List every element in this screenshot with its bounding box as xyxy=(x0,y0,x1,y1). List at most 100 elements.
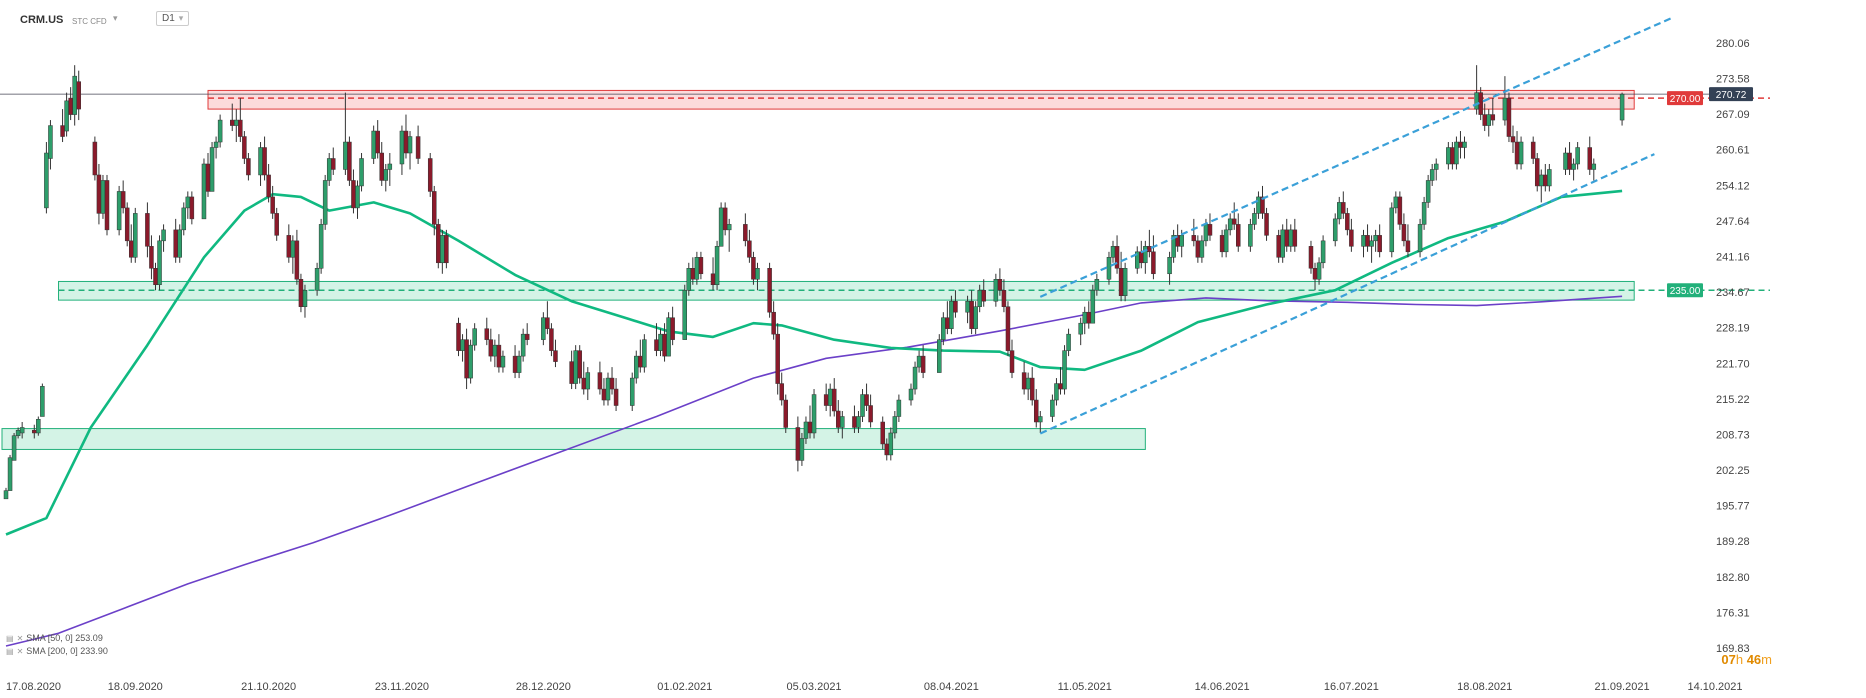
candle xyxy=(1227,218,1233,231)
candle xyxy=(36,418,41,434)
resistance-zone xyxy=(207,89,1635,110)
candle xyxy=(1474,92,1479,110)
candle xyxy=(1284,229,1289,247)
candle xyxy=(553,350,558,362)
settings-icon[interactable]: ▤ xyxy=(6,634,14,643)
timeframe-selector[interactable]: D1 ▾ xyxy=(156,11,190,26)
candle xyxy=(1001,289,1007,307)
x-tick-label: 17.08.2020 xyxy=(6,681,61,693)
legend-sma50[interactable]: ▤ ✕ SMA [50, 0] 253.09 xyxy=(6,633,103,643)
candle xyxy=(120,191,126,209)
candle xyxy=(1252,213,1257,225)
candle xyxy=(1405,240,1411,253)
candle xyxy=(238,119,243,137)
candle xyxy=(128,240,134,258)
candle xyxy=(1312,268,1318,280)
y-axis: 280.06 273.58 267.09 260.61 254.12 247.64 241.… xyxy=(1716,38,1750,655)
candle xyxy=(500,355,506,368)
candle xyxy=(294,240,300,280)
candle xyxy=(1199,240,1205,258)
candle xyxy=(1421,202,1427,225)
y-tick-label: 273.58 xyxy=(1716,73,1750,85)
candle xyxy=(799,438,805,461)
candle xyxy=(104,180,110,231)
legend-sma200[interactable]: ▤ ✕ SMA [200, 0] 233.90 xyxy=(6,646,108,656)
candle xyxy=(585,372,591,390)
y-tick-label: 208.73 xyxy=(1716,429,1750,441)
candle xyxy=(1389,207,1395,253)
sma200-line xyxy=(5,295,1623,647)
candle xyxy=(1179,235,1184,247)
y-tick-label: 280.06 xyxy=(1716,38,1750,50)
candle xyxy=(48,125,53,159)
candle xyxy=(399,130,405,165)
candle xyxy=(1292,229,1298,247)
candle xyxy=(1373,235,1378,242)
candle xyxy=(1086,311,1092,324)
candle xyxy=(403,130,409,154)
y-tick-label: 169.83 xyxy=(1716,643,1750,655)
candle xyxy=(953,300,958,313)
candle xyxy=(1361,235,1366,247)
candle xyxy=(464,339,469,379)
candle xyxy=(68,97,73,115)
candle xyxy=(1345,213,1350,231)
chevron-down-icon[interactable]: ▾ xyxy=(113,13,118,23)
candle xyxy=(868,405,873,423)
candle xyxy=(1090,289,1096,324)
candle xyxy=(997,279,1003,291)
candle xyxy=(577,350,582,379)
candle xyxy=(201,163,207,220)
candle xyxy=(1401,224,1407,242)
settings-icon[interactable]: ▤ xyxy=(6,647,14,656)
candle xyxy=(213,141,219,148)
sma50-line xyxy=(5,189,1623,536)
candle xyxy=(1316,262,1322,280)
candle xyxy=(642,339,647,368)
x-tick-label: 08.04.2021 xyxy=(924,681,979,693)
candle xyxy=(387,163,393,170)
chevron-down-icon: ▾ xyxy=(178,13,184,23)
candle xyxy=(771,311,776,335)
candle xyxy=(460,339,465,351)
candle xyxy=(795,427,801,461)
candle xyxy=(613,388,619,406)
candle xyxy=(1203,224,1209,242)
candle xyxy=(1223,229,1229,253)
candle xyxy=(1458,141,1463,148)
candle xyxy=(751,257,756,280)
candle xyxy=(1429,169,1435,181)
candle xyxy=(1320,240,1326,264)
y-tick-label: 234.67 xyxy=(1716,287,1750,299)
candle xyxy=(520,333,526,357)
candle xyxy=(1264,213,1269,236)
candle xyxy=(920,355,926,373)
legend-sma200-label: SMA [200, 0] 233.90 xyxy=(26,646,108,656)
close-icon[interactable]: ✕ xyxy=(16,647,24,656)
candle xyxy=(124,207,130,242)
candle xyxy=(1038,416,1043,423)
x-tick-label: 21.10.2020 xyxy=(241,681,296,693)
symbol-label[interactable]: CRM.US xyxy=(20,14,64,26)
candle xyxy=(302,289,308,307)
candle xyxy=(1231,218,1237,225)
candle xyxy=(326,158,332,181)
candle xyxy=(941,317,946,340)
candle xyxy=(149,246,154,269)
x-tick-label: 11.05.2021 xyxy=(1058,681,1112,693)
candle xyxy=(573,350,578,384)
candle xyxy=(1195,240,1201,258)
candle xyxy=(484,328,490,340)
candle xyxy=(407,136,413,154)
close-icon[interactable]: ✕ xyxy=(16,634,24,643)
candle xyxy=(1591,163,1597,170)
candle xyxy=(209,147,215,192)
candle xyxy=(1143,246,1148,264)
candle xyxy=(1207,224,1213,236)
timeframe-label: D1 xyxy=(162,13,175,24)
candle xyxy=(96,174,102,214)
candle xyxy=(1393,196,1399,209)
support-zone-low xyxy=(1,428,1146,450)
candle xyxy=(945,317,950,329)
